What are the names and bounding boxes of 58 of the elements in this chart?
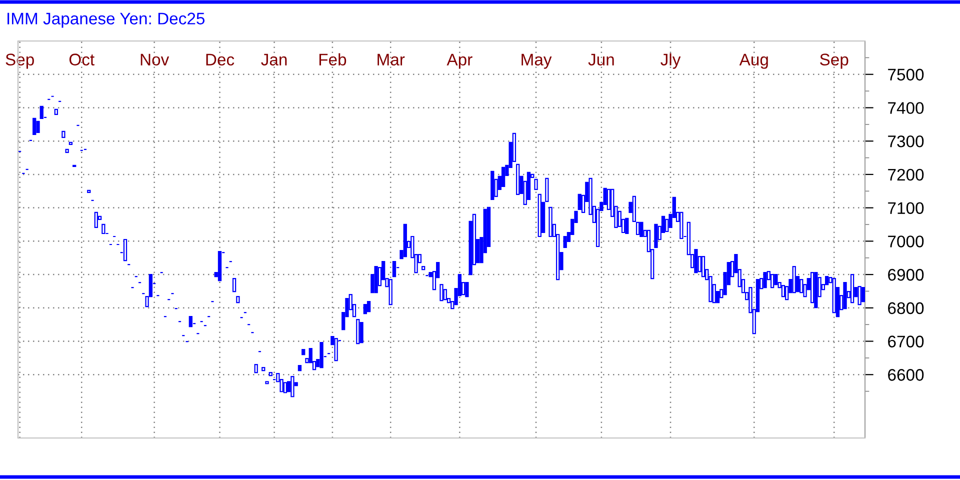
candlestick xyxy=(102,224,106,234)
y-tick-label: 7400 xyxy=(888,102,924,114)
y-tick-label: 6800 xyxy=(888,302,924,314)
candlestick xyxy=(363,304,367,314)
candlestick xyxy=(694,248,698,274)
x-tick-label: Aug xyxy=(739,54,768,69)
candlestick xyxy=(861,286,865,302)
candlestick xyxy=(654,224,658,248)
candlestick xyxy=(94,212,98,228)
candlestick xyxy=(290,376,294,398)
chart-title: IMM Japanese Yen: Dec25 xyxy=(8,12,205,28)
candlestick xyxy=(366,300,371,312)
candlestick xyxy=(360,322,364,344)
x-tick-label: Feb xyxy=(319,53,346,66)
candlestick xyxy=(123,238,128,262)
y-tick-label: 6600 xyxy=(888,369,924,381)
candlestick xyxy=(563,236,567,248)
candlestick xyxy=(640,222,644,238)
x-tick-label: May xyxy=(522,54,552,69)
candlestick xyxy=(774,274,778,286)
x-tick-label: Mar xyxy=(378,54,405,66)
x-tick-label: Jan xyxy=(261,54,287,66)
candlestick xyxy=(800,278,804,294)
candlestick xyxy=(465,282,469,298)
y-tick-label: 6900 xyxy=(888,268,924,281)
y-tick-label: 7000 xyxy=(888,236,924,248)
candlestick xyxy=(534,178,538,190)
x-tick-label: Sep xyxy=(820,54,848,69)
candlestick xyxy=(440,284,444,302)
candlestick xyxy=(232,278,236,292)
candlestick xyxy=(701,256,706,278)
x-tick-label: Oct xyxy=(69,54,94,66)
y-tick-label: 7200 xyxy=(888,168,924,181)
candlestick xyxy=(334,338,338,362)
x-tick-label: Dec xyxy=(206,54,234,66)
candlestick xyxy=(763,272,767,288)
candlestick xyxy=(578,194,582,210)
candlestick xyxy=(32,118,36,135)
x-tick-label: Jly xyxy=(660,53,681,69)
x-tick-label: Nov xyxy=(140,54,170,66)
x-tick-label: Apr xyxy=(446,54,472,69)
candlestick xyxy=(858,286,862,306)
candlestick xyxy=(501,166,506,188)
x-tick-label: Jun xyxy=(588,54,614,66)
candlestick xyxy=(781,284,786,298)
y-tick-label: 6700 xyxy=(888,336,924,348)
y-tick-label: 7500 xyxy=(888,68,924,81)
y-tick-label: 7300 xyxy=(888,135,924,148)
candlestick xyxy=(40,106,44,119)
candlestick xyxy=(636,222,640,236)
candlestick xyxy=(188,316,192,328)
candlestick xyxy=(283,382,288,394)
candlestick xyxy=(770,274,774,288)
y-tick-label: 7100 xyxy=(888,202,924,214)
candlestick xyxy=(392,260,396,278)
candlestick xyxy=(36,120,40,133)
candlestick xyxy=(545,178,549,202)
candlestick xyxy=(625,218,629,234)
